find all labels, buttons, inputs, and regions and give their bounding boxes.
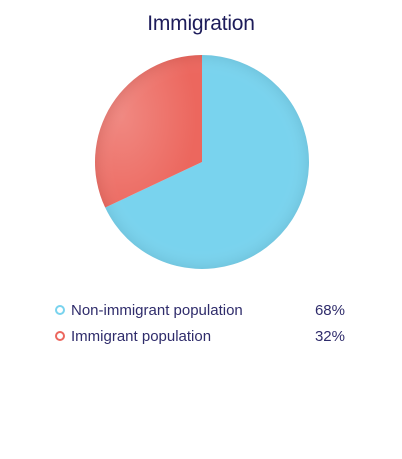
legend-value: 68%: [314, 301, 345, 319]
legend-marker-non-immigrant: [55, 305, 65, 315]
legend-value: 32%: [314, 327, 345, 345]
pie-shading: [95, 55, 309, 269]
legend-label: Non-immigrant population: [71, 301, 243, 319]
pie-svg: [94, 54, 309, 269]
legend-item-immigrant[interactable]: Immigrant population 32%: [55, 323, 355, 349]
legend-item-non-immigrant[interactable]: Non-immigrant population 68%: [55, 297, 355, 323]
pie-chart: [94, 54, 309, 269]
legend: Non-immigrant population 68% Immigrant p…: [55, 297, 355, 349]
legend-label: Immigrant population: [71, 327, 212, 345]
chart-title: Immigration: [147, 12, 255, 35]
legend-marker-immigrant: [55, 331, 65, 341]
